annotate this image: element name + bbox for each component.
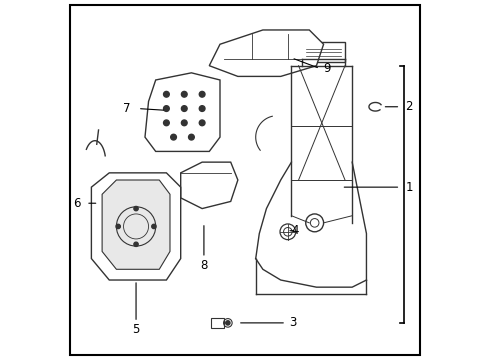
Text: 8: 8 — [200, 258, 208, 271]
Text: 5: 5 — [132, 323, 140, 336]
Circle shape — [152, 224, 156, 229]
Circle shape — [116, 224, 121, 229]
Polygon shape — [181, 162, 238, 208]
Polygon shape — [209, 30, 323, 76]
Text: 1: 1 — [406, 181, 413, 194]
Text: 6: 6 — [74, 197, 81, 210]
FancyBboxPatch shape — [302, 42, 345, 62]
Circle shape — [199, 91, 205, 97]
Polygon shape — [211, 318, 223, 328]
Circle shape — [189, 134, 194, 140]
Polygon shape — [102, 180, 170, 269]
Circle shape — [181, 120, 187, 126]
Polygon shape — [145, 73, 220, 152]
Polygon shape — [92, 173, 181, 280]
Circle shape — [181, 91, 187, 97]
Circle shape — [181, 106, 187, 111]
Text: 3: 3 — [290, 316, 297, 329]
Text: 9: 9 — [323, 62, 331, 75]
Circle shape — [199, 120, 205, 126]
Text: 7: 7 — [123, 102, 131, 115]
Circle shape — [134, 206, 138, 211]
Circle shape — [134, 242, 138, 247]
Circle shape — [164, 91, 169, 97]
Circle shape — [171, 134, 176, 140]
Circle shape — [164, 106, 169, 111]
Circle shape — [199, 106, 205, 111]
Text: 2: 2 — [406, 100, 413, 113]
Text: 4: 4 — [291, 224, 299, 237]
Circle shape — [226, 321, 230, 325]
Circle shape — [164, 120, 169, 126]
